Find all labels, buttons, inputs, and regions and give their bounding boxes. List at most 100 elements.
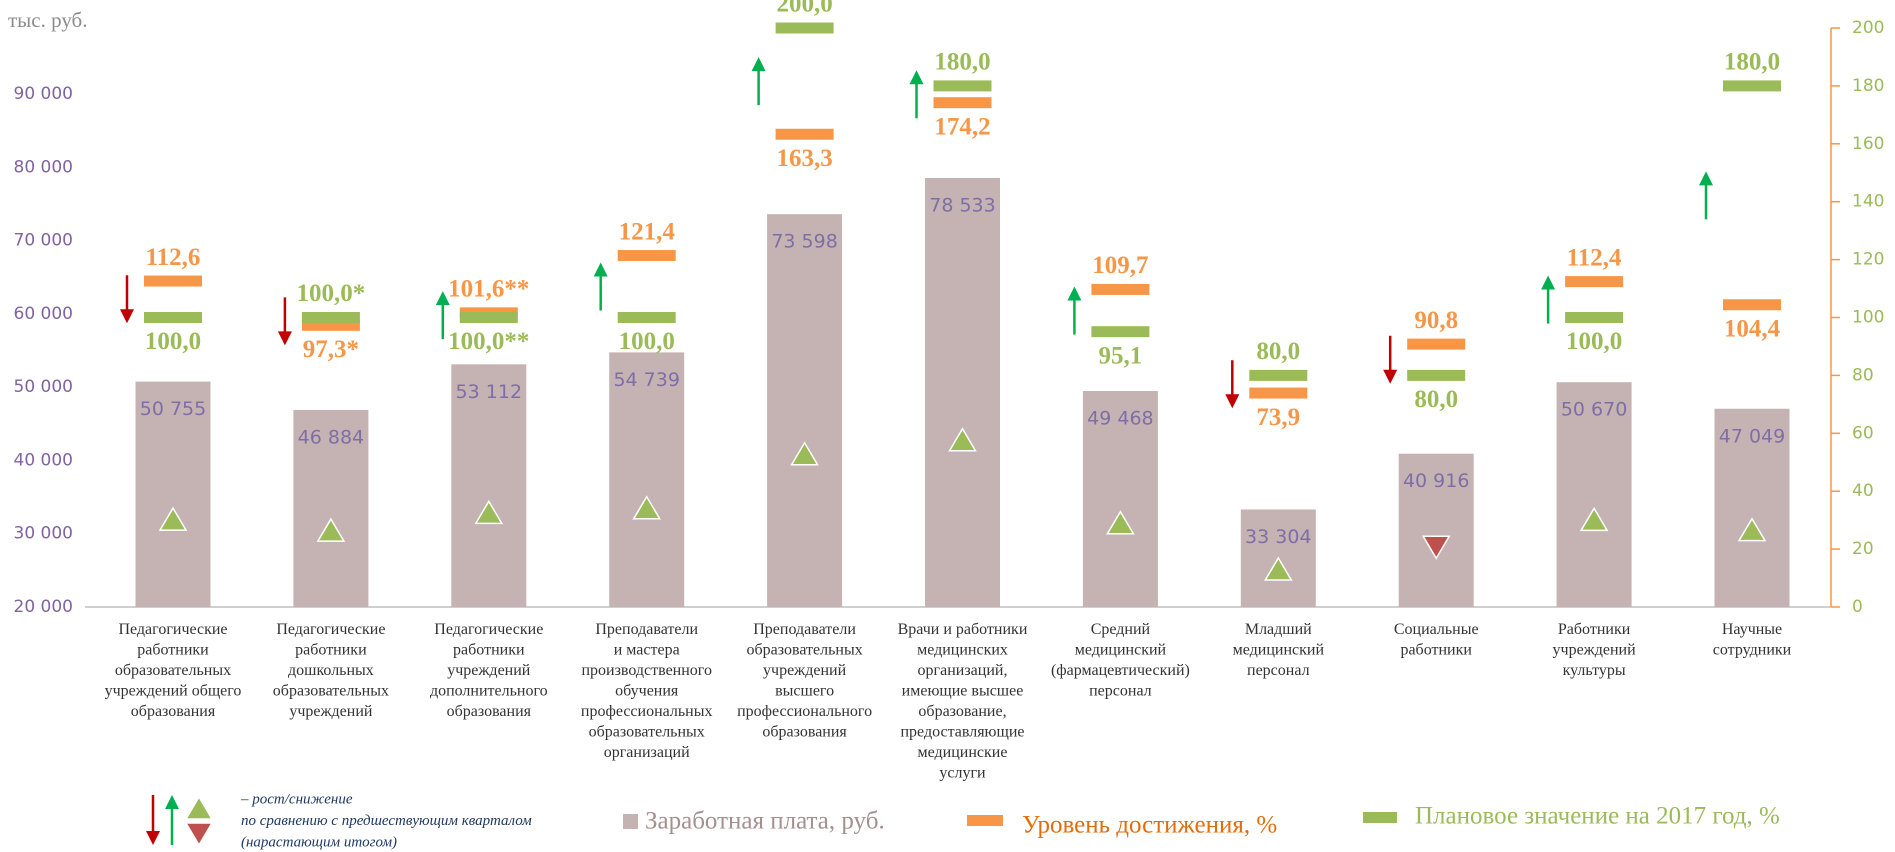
legend-swatch	[1363, 812, 1397, 823]
level-marker	[1723, 80, 1781, 92]
y-tick-label: 80 000	[14, 157, 73, 177]
y-unit: тыс. руб.	[8, 8, 88, 32]
y2-tick-label: 160	[1852, 134, 1884, 154]
level-label: 180,0	[934, 49, 990, 76]
bar-value-label: 33 304	[1245, 526, 1311, 548]
x-tick-label: Педагогические работники образовательных уч…	[105, 621, 242, 720]
level-label: 104,4	[1724, 315, 1781, 342]
level-label: 112,4	[1567, 244, 1622, 271]
level-marker	[459, 312, 518, 323]
level-marker	[144, 312, 202, 323]
bar-value-label: 73 598	[771, 231, 837, 253]
bar-value-label: 50 670	[1561, 399, 1627, 421]
legend-label: Уровень достижения, %	[1022, 812, 1277, 839]
level-label: 180,0	[1724, 49, 1780, 76]
level-label: 90,8	[1414, 307, 1458, 334]
trend-triangle	[158, 506, 188, 531]
y-tick-label: 20 000	[14, 597, 73, 617]
y-tick-label: 60 000	[14, 304, 73, 324]
x-tick-label: Социальные работники	[1394, 621, 1479, 659]
legend-note: – рост/снижение	[240, 791, 353, 807]
x-tick-label: Научные сотрудники	[1713, 621, 1792, 659]
level-marker	[1091, 283, 1150, 295]
legend-label: Заработная плата, руб.	[645, 808, 885, 835]
bar-value-label: 46 884	[298, 426, 364, 448]
level-marker	[775, 22, 834, 34]
trend-arrow	[1699, 171, 1713, 186]
trend-arrow	[1541, 275, 1556, 290]
y2-tick-label: 60	[1852, 423, 1874, 443]
bar	[609, 352, 685, 607]
level-marker	[933, 97, 992, 109]
trend-triangle	[948, 427, 977, 452]
y2-tick-label: 20	[1852, 539, 1874, 559]
level-marker	[1407, 369, 1466, 381]
trend-arrow	[277, 331, 292, 346]
level-marker	[1723, 299, 1781, 311]
level-label: 112,6	[146, 244, 201, 271]
bar	[293, 409, 369, 607]
trend-arrow	[909, 70, 924, 85]
y-tick-label: 70 000	[14, 231, 73, 251]
y2-tick-label: 40	[1852, 481, 1874, 501]
y-tick-label: 40 000	[14, 450, 73, 470]
x-tick-label: Работники учреждений культуры	[1553, 621, 1637, 679]
level-label: 100,0	[619, 328, 675, 355]
level-marker	[933, 80, 992, 92]
level-label: 174,2	[934, 113, 990, 140]
trend-arrow	[435, 291, 450, 306]
x-tick-label: Преподаватели образовательных учреждений вы…	[737, 621, 872, 741]
trend-triangle	[1106, 510, 1135, 535]
y2-tick-label: 80	[1852, 365, 1874, 385]
trend-arrow	[751, 57, 766, 72]
level-marker	[301, 312, 360, 323]
x-tick-label: Врачи и работники медицинских организаций,…	[898, 621, 1028, 782]
y2-tick-label: 140	[1852, 192, 1884, 212]
y-tick-label: 90 000	[14, 84, 73, 104]
level-label: 100,0**	[448, 328, 529, 355]
trend-triangle	[1579, 506, 1609, 532]
level-marker	[144, 275, 202, 287]
legend-triangle-up	[184, 795, 214, 820]
level-marker	[775, 128, 834, 140]
trend-triangle	[1737, 517, 1767, 542]
level-label: 163,3	[776, 145, 832, 172]
y-tick-label: 30 000	[14, 524, 73, 544]
level-label: 100,0	[1566, 328, 1622, 355]
level-label: 100,0*	[297, 280, 366, 307]
level-marker	[1407, 338, 1466, 350]
x-tick-label: Педагогические работники учреждений дополни…	[430, 621, 548, 720]
bar	[1398, 453, 1474, 607]
bar	[135, 381, 211, 607]
legend-arrow-up	[165, 795, 179, 809]
trend-arrow	[1225, 394, 1240, 409]
bar-value-label: 40 916	[1403, 470, 1469, 492]
y2-tick-label: 200	[1852, 18, 1884, 38]
level-label: 73,9	[1256, 404, 1300, 431]
trend-triangle	[632, 495, 662, 520]
level-marker	[1565, 312, 1624, 323]
trend-triangle	[474, 499, 504, 525]
level-marker	[617, 312, 676, 323]
level-marker	[1249, 369, 1308, 381]
level-label: 80,0	[1256, 338, 1300, 365]
level-label: 121,4	[619, 218, 676, 245]
level-label: 200,0	[776, 0, 832, 18]
bar	[1082, 391, 1158, 607]
legend-swatch	[623, 814, 638, 829]
x-tick-label: Педагогические работники дошкольных образов…	[273, 621, 389, 720]
y2-tick-label: 0	[1852, 597, 1863, 617]
level-marker	[1565, 276, 1624, 288]
level-label: 109,7	[1092, 252, 1148, 279]
trend-arrow	[593, 262, 608, 277]
level-label: 101,6**	[448, 276, 529, 303]
trend-triangle	[1421, 535, 1451, 560]
trend-arrow	[1383, 369, 1398, 384]
trend-triangle	[790, 441, 819, 466]
y-tick-label: 50 000	[14, 377, 73, 397]
bar	[925, 178, 1000, 607]
level-label: 97,3*	[303, 336, 359, 363]
x-tick-label: Младший медицинский персонал	[1233, 621, 1325, 679]
level-marker	[1091, 326, 1150, 338]
